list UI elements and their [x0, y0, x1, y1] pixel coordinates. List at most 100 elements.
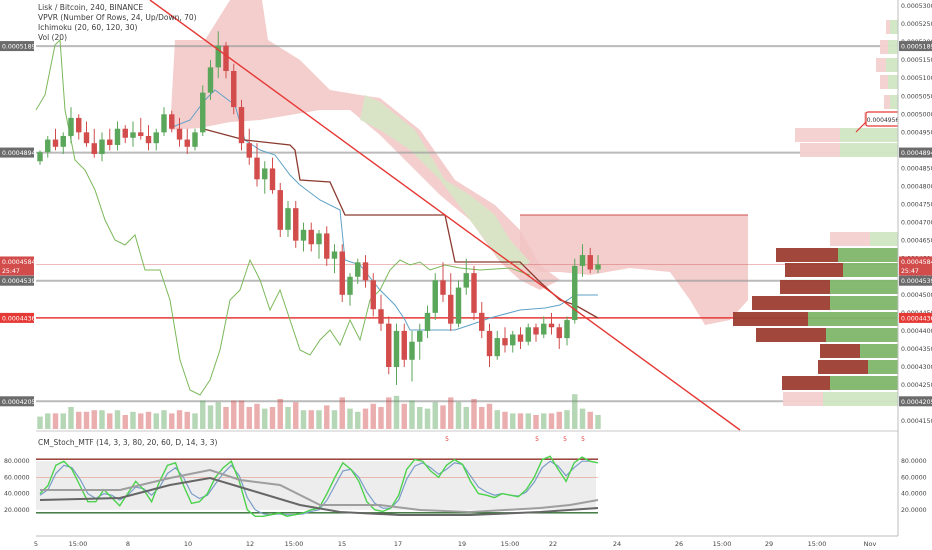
- candle-body[interactable]: [231, 70, 237, 108]
- candle-body[interactable]: [223, 45, 229, 71]
- price-tick-label: 0.0004500: [901, 292, 932, 299]
- time-tick-label: 24: [613, 540, 621, 548]
- candle-body[interactable]: [277, 190, 283, 230]
- candle-body[interactable]: [587, 255, 593, 270]
- volume-bar: [347, 408, 353, 429]
- vpvr-up-row: [838, 248, 898, 262]
- candle-body[interactable]: [107, 139, 113, 145]
- price-tick-label: 0.0004750: [901, 202, 932, 209]
- candle-body[interactable]: [37, 152, 43, 162]
- candle-body[interactable]: [355, 262, 361, 277]
- vpvr-down-row: [884, 95, 890, 109]
- volume-bar: [238, 400, 245, 429]
- candle-body[interactable]: [316, 233, 322, 245]
- volume-bar: [37, 416, 43, 429]
- volume-bar: [331, 410, 338, 429]
- candle-body[interactable]: [215, 45, 221, 68]
- candlesticks[interactable]: [37, 31, 601, 386]
- candle-body[interactable]: [440, 280, 446, 295]
- candle-body[interactable]: [424, 312, 431, 331]
- volume-bar: [595, 415, 601, 429]
- candle-body[interactable]: [541, 323, 547, 335]
- candle-body[interactable]: [556, 327, 562, 339]
- volume-bar: [556, 411, 562, 429]
- candle-body[interactable]: [184, 139, 190, 147]
- candle-body[interactable]: [130, 132, 136, 138]
- candle-body[interactable]: [200, 92, 206, 133]
- candle-body[interactable]: [91, 143, 97, 155]
- candle-body[interactable]: [533, 327, 539, 335]
- candle-body[interactable]: [207, 67, 214, 93]
- candle-body[interactable]: [339, 251, 345, 295]
- candle-body[interactable]: [52, 139, 59, 147]
- candle-body[interactable]: [393, 330, 400, 367]
- candle-body[interactable]: [308, 229, 314, 245]
- trendline-line[interactable]: [149, 0, 741, 431]
- candle-body[interactable]: [494, 338, 500, 357]
- candle-body[interactable]: [548, 323, 555, 328]
- volume-bar: [370, 403, 376, 429]
- candle-body[interactable]: [76, 117, 82, 133]
- candle-body[interactable]: [293, 208, 299, 241]
- candle-body[interactable]: [114, 128, 121, 145]
- volume-bar: [215, 402, 221, 429]
- candle-body[interactable]: [169, 114, 175, 129]
- candle-body[interactable]: [362, 262, 369, 281]
- candle-body[interactable]: [564, 320, 570, 339]
- candle-body[interactable]: [83, 132, 90, 144]
- candle-body[interactable]: [471, 273, 477, 313]
- candle-body[interactable]: [285, 208, 291, 230]
- candle-body[interactable]: [370, 280, 376, 310]
- candle-body[interactable]: [145, 135, 152, 144]
- candle-body[interactable]: [572, 265, 578, 321]
- volume-bar: [564, 410, 570, 429]
- vpvr-down-row: [818, 360, 868, 374]
- candle-body[interactable]: [378, 309, 384, 324]
- candle-body[interactable]: [579, 255, 586, 266]
- candle-body[interactable]: [138, 132, 144, 136]
- candle-body[interactable]: [238, 107, 245, 144]
- candle-body[interactable]: [262, 168, 268, 180]
- candle-body[interactable]: [122, 128, 128, 138]
- candle-body[interactable]: [45, 139, 51, 153]
- price-callout-text: 0.0004956: [867, 117, 900, 124]
- candle-body[interactable]: [386, 323, 392, 367]
- trendline[interactable]: 0.0004956: [149, 0, 901, 431]
- candle-body[interactable]: [455, 287, 462, 324]
- candle-body[interactable]: [409, 341, 415, 360]
- time-tick-label: Nov: [864, 540, 877, 548]
- candle-body[interactable]: [448, 294, 454, 324]
- candle-body[interactable]: [331, 251, 338, 259]
- volume-bar: [455, 402, 462, 429]
- candle-body[interactable]: [254, 157, 260, 180]
- candle-body[interactable]: [324, 233, 330, 259]
- candle-body[interactable]: [417, 330, 423, 342]
- volume-bar: [548, 413, 555, 429]
- candle-body[interactable]: [192, 132, 198, 147]
- candle-body[interactable]: [269, 168, 276, 191]
- candle-body[interactable]: [479, 312, 485, 331]
- candle-body[interactable]: [246, 143, 252, 158]
- vpvr-down-row: [752, 296, 830, 310]
- candle-body[interactable]: [161, 114, 167, 133]
- candle-body[interactable]: [517, 334, 524, 342]
- candle-body[interactable]: [432, 280, 438, 313]
- candle-body[interactable]: [300, 229, 307, 241]
- candle-body[interactable]: [153, 132, 159, 144]
- candle-body[interactable]: [595, 264, 601, 270]
- candle-body[interactable]: [347, 276, 353, 295]
- candle-body[interactable]: [502, 338, 508, 346]
- candle-body[interactable]: [60, 135, 66, 147]
- candle-body[interactable]: [68, 117, 74, 136]
- candle-body[interactable]: [99, 139, 105, 155]
- price-label-bg: [899, 265, 932, 276]
- candle-body[interactable]: [176, 128, 183, 140]
- cloud-bear: [170, 0, 560, 290]
- candle-body[interactable]: [463, 273, 469, 288]
- candle-body[interactable]: [510, 334, 516, 346]
- vpvr-up-row: [870, 232, 898, 246]
- candle-body[interactable]: [401, 330, 407, 360]
- candle-body[interactable]: [486, 330, 493, 357]
- candle-body[interactable]: [525, 327, 531, 342]
- stoch-tick-label: 40.0000: [901, 491, 927, 498]
